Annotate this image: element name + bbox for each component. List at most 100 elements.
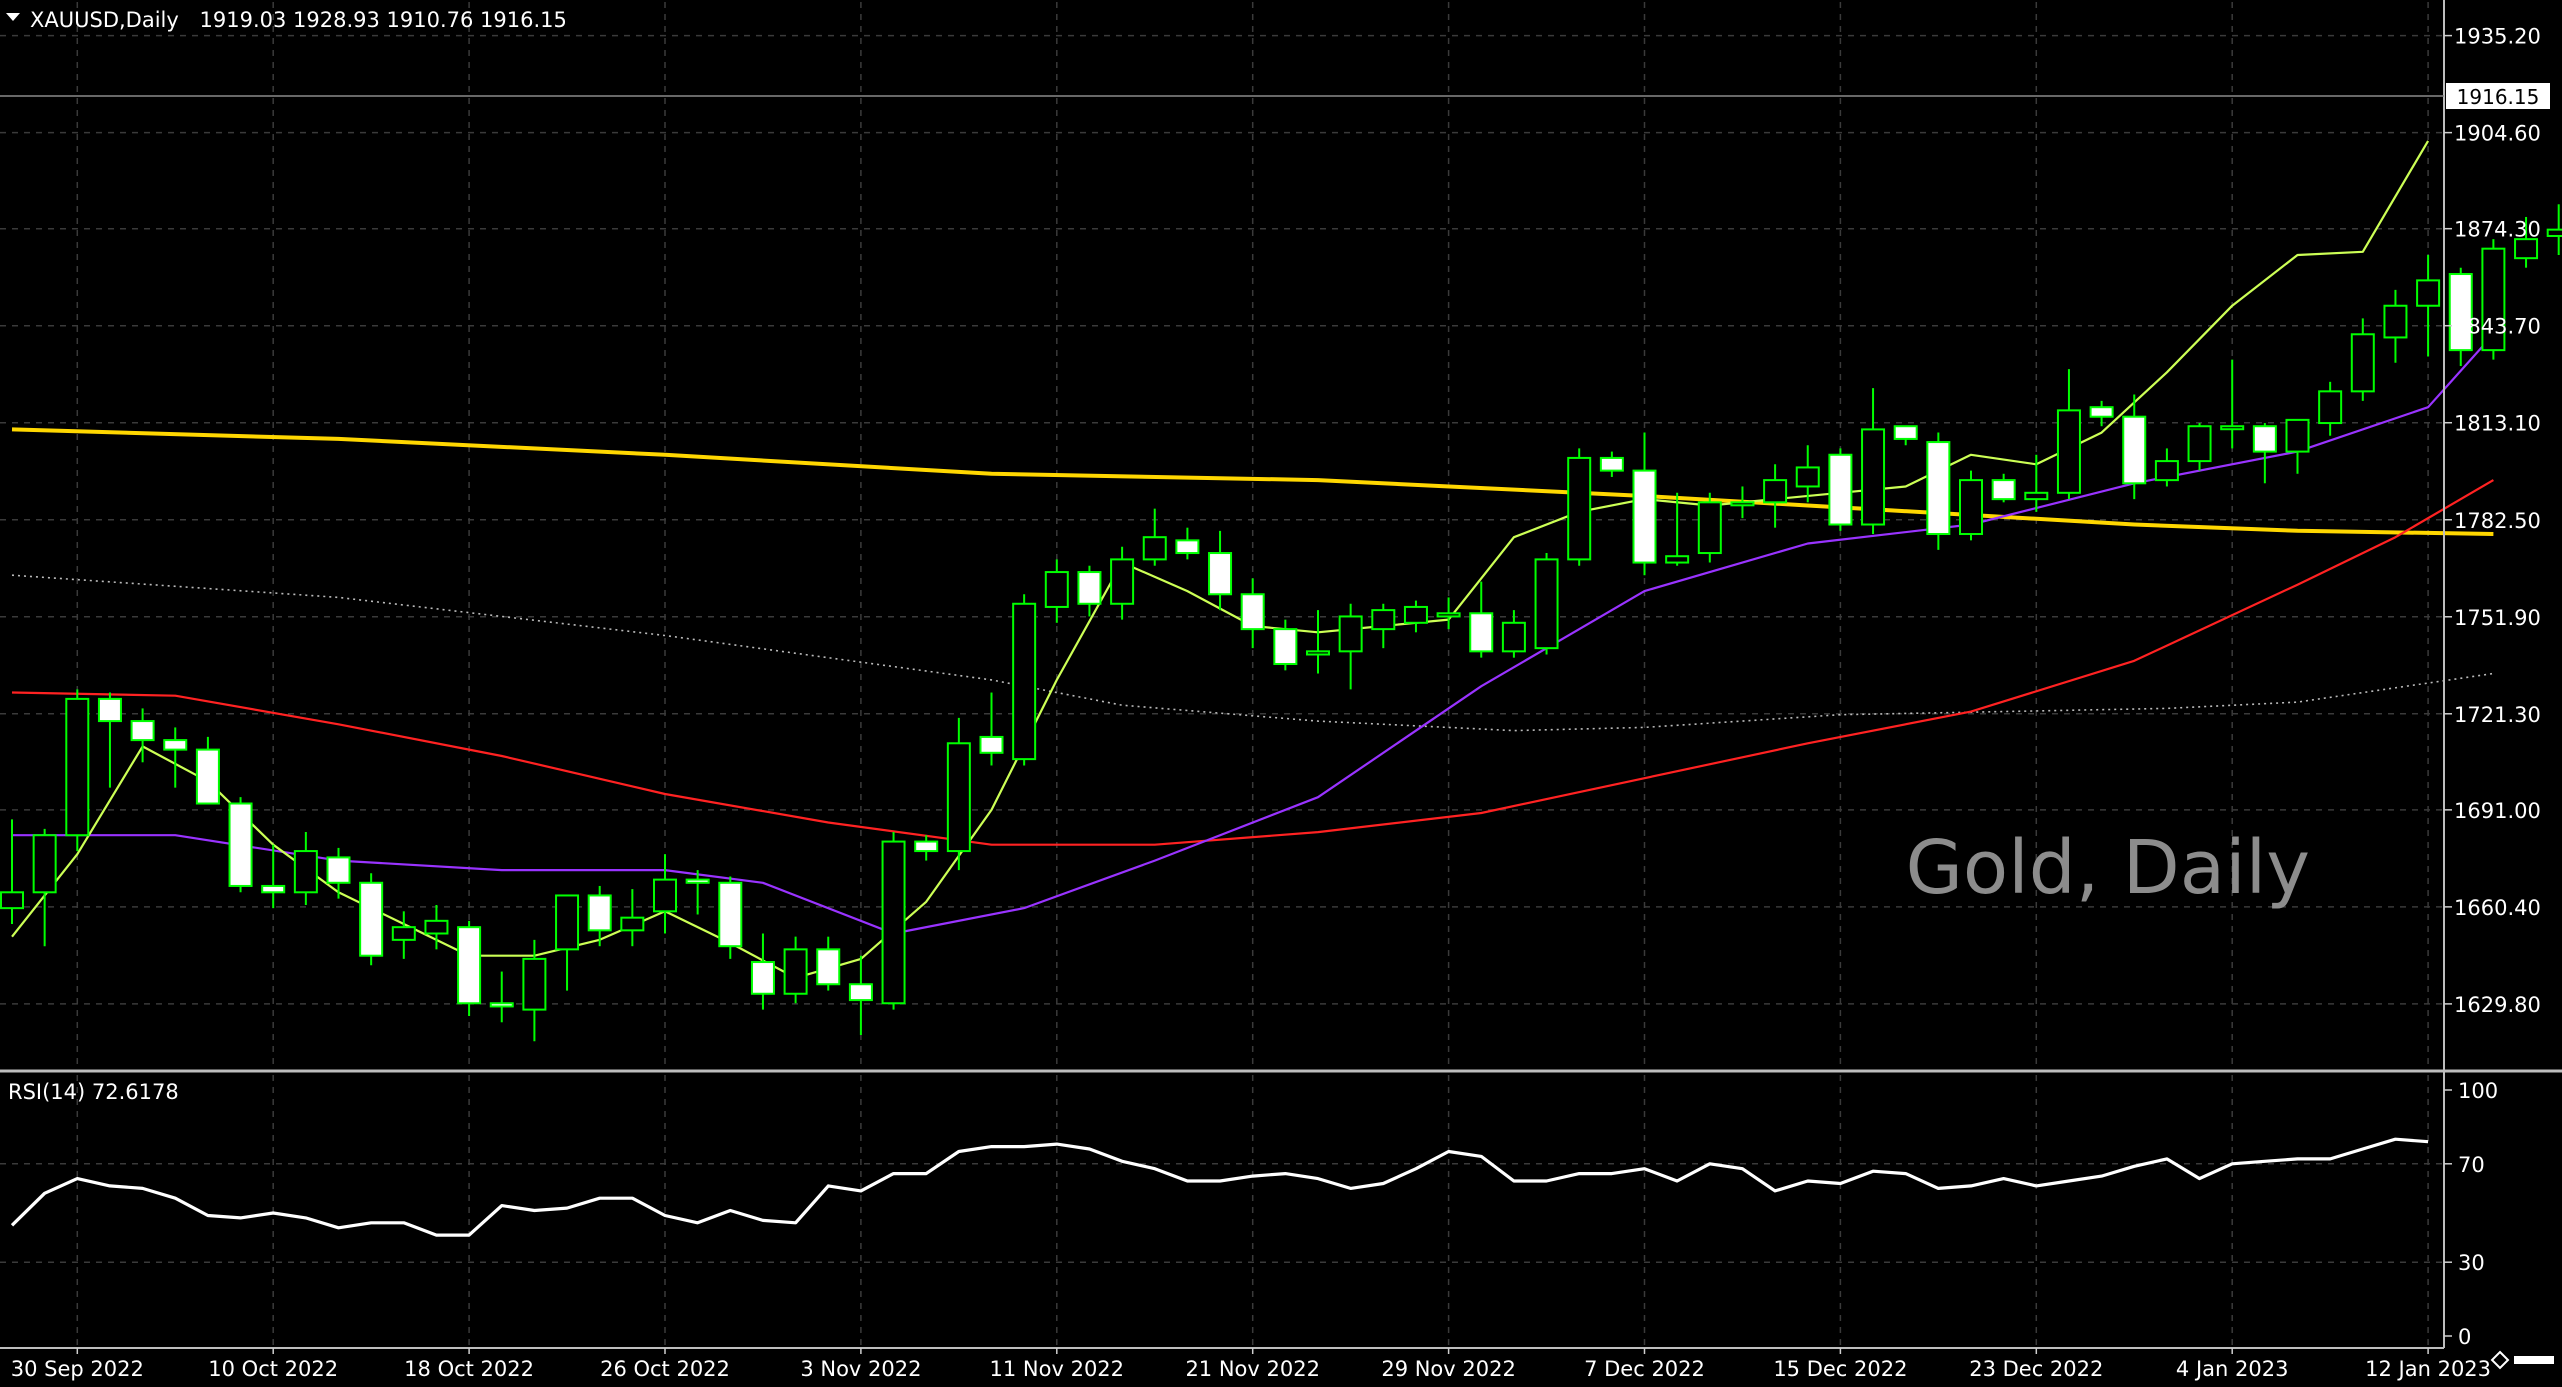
candle (1959, 470, 1983, 541)
candle-body-bear (848, 983, 873, 1002)
candle (2220, 359, 2245, 449)
candle (555, 894, 580, 991)
price-axis-label: 1782.50 (2454, 509, 2541, 533)
candle-body-bear (2448, 273, 2473, 352)
time-axis-label: 7 Dec 2022 (1584, 1357, 1705, 1381)
candle (2448, 267, 2473, 366)
axis-layer: 1935.20 1904.60 1874.30 1843.70 1813.10 1782.… (11, 25, 2541, 1381)
candle (1240, 578, 1265, 649)
rsi-axis-label: 30 (2458, 1251, 2485, 1275)
candle-body-bull (1436, 612, 1461, 618)
broker-diamond-icon (2490, 1350, 2510, 1370)
candle (2481, 239, 2506, 360)
current-price-tag: 1916.15 (2446, 83, 2550, 110)
candle-body-bull (2383, 304, 2408, 339)
candle (0, 819, 24, 924)
candle-body-bear (228, 802, 253, 887)
candle-body-bull (1959, 479, 1983, 536)
candle-body-bull (1730, 501, 1755, 507)
time-axis-label: 15 Dec 2022 (1773, 1357, 1907, 1381)
candle-body-bear (816, 948, 841, 986)
candle (32, 828, 57, 947)
price-axis-label: 1904.60 (2454, 122, 2541, 146)
candles-layer (0, 204, 2562, 1042)
candle (261, 844, 286, 909)
candle-body-bear (1893, 425, 1918, 440)
time-axis-label: 12 Jan 2023 (2365, 1357, 2491, 1381)
candle (65, 689, 90, 852)
candle-body-bear (97, 697, 122, 723)
time-axis-label: 10 Oct 2022 (208, 1357, 338, 1381)
candle (2546, 204, 2562, 256)
rsi-axis-label: 100 (2458, 1079, 2498, 1103)
candle-body-bull (424, 919, 449, 935)
price-axis-label: 1874.30 (2454, 218, 2541, 242)
candle-body-bear (1240, 593, 1265, 631)
candle (130, 708, 155, 763)
candle (881, 832, 906, 1010)
rsi-axis-label: 0 (2458, 1325, 2471, 1349)
candle-body-bull (522, 957, 547, 1011)
candle-body-bear (1991, 479, 2016, 501)
candle (718, 876, 743, 959)
candle-body-bull (783, 948, 808, 995)
candle (293, 832, 318, 905)
collapse-triangle-icon[interactable] (6, 13, 20, 21)
candle-body-bear (2089, 406, 2114, 418)
candle (1371, 603, 1396, 649)
candle (1697, 492, 1722, 563)
candle (2285, 418, 2310, 474)
symbol-name: XAUUSD,Daily (30, 8, 179, 32)
time-axis-label: 26 Oct 2022 (600, 1357, 730, 1381)
candle (1110, 546, 1135, 620)
candle-body-bull (1142, 536, 1167, 561)
time-axis-label: 3 Nov 2022 (800, 1357, 921, 1381)
candle (620, 889, 645, 947)
candle (979, 692, 1004, 766)
candle (2252, 423, 2277, 484)
candle-body-bull (1012, 602, 1037, 761)
candle-body-bear (163, 739, 188, 751)
candle (1991, 473, 2016, 503)
candle (522, 939, 547, 1042)
candle (1044, 559, 1069, 623)
candle (2514, 216, 2539, 268)
candle-body-bull (1697, 501, 1722, 555)
symbol-header[interactable]: XAUUSD,Daily 1919.03 1928.93 1910.76 191… (30, 8, 567, 32)
candle (848, 955, 873, 1035)
moving-average-line (11, 479, 2494, 846)
candle-body-bear (130, 720, 155, 742)
candle (424, 904, 449, 950)
rsi-axis-label: 70 (2458, 1153, 2485, 1177)
candle-body-bull (1110, 558, 1135, 605)
candle (1175, 527, 1200, 560)
candle-body-bull (2285, 418, 2310, 453)
price-axis-label: 1721.30 (2454, 703, 2541, 727)
candle-body-bull (0, 891, 24, 910)
candle (1599, 451, 1624, 477)
price-axis-label: 1691.00 (2454, 799, 2541, 823)
candle (2350, 318, 2375, 401)
candle-body-bull (653, 878, 677, 913)
rsi-layer (10, 1137, 2429, 1237)
candle (2056, 369, 2081, 500)
candle-body-bear (750, 961, 775, 995)
candle-body-bear (1208, 552, 1233, 596)
candle (359, 873, 384, 966)
candle (1469, 581, 1494, 658)
candle (1501, 610, 1526, 658)
candle (1828, 448, 1853, 531)
candle (1795, 445, 1820, 503)
candle-body-bear (1077, 571, 1102, 605)
candle (2154, 448, 2179, 487)
time-axis-label: 29 Nov 2022 (1381, 1357, 1516, 1381)
candle (1273, 619, 1298, 671)
moving-average-line (11, 574, 2494, 732)
price-axis-label: 1843.70 (2454, 315, 2541, 339)
candle (2187, 423, 2212, 471)
candle-body-bull (1534, 558, 1559, 650)
candle (97, 692, 122, 788)
candle-body-bull (2056, 409, 2081, 494)
